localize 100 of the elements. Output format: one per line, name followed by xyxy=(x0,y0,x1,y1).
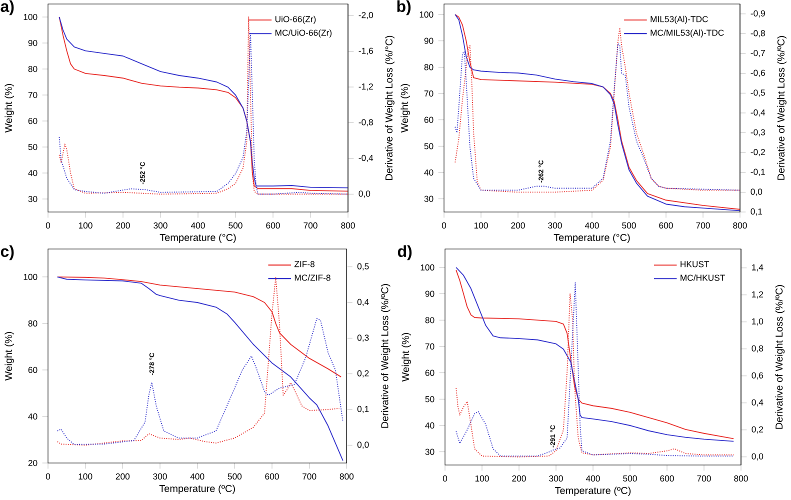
y2-tick-label: 0,6 xyxy=(752,372,764,380)
legend-label: MC/UiO-66(Zr) xyxy=(275,29,332,38)
x-axis-title: Temperature (ºC) xyxy=(159,484,235,494)
y2-tick-label: -2,0 xyxy=(358,12,373,20)
y-tick-label: 90 xyxy=(28,40,38,46)
y2-tick-label: -0,5 xyxy=(750,90,765,97)
legend-label: UiO-66(Zr) xyxy=(275,16,316,24)
y2-axis-title: Derivative of Weight Loss (%/ºC) xyxy=(777,36,786,180)
y2-tick-label: 0,0 xyxy=(750,188,762,196)
x-tick-label: 200 xyxy=(116,473,130,480)
y-tick-label: 20 xyxy=(28,460,38,466)
y-tick-label: 100 xyxy=(420,264,434,271)
y-tick-label: 80 xyxy=(425,317,434,324)
y-tick-label: 70 xyxy=(28,92,38,98)
legend-label: ZIF-8 xyxy=(294,261,315,268)
y-tick-label: 90 xyxy=(425,290,434,297)
x-tick-label: 100 xyxy=(474,222,488,229)
y-tick-label: 40 xyxy=(28,413,38,420)
legend-label: MC/HKUST xyxy=(680,274,725,281)
y-tick-label: 30 xyxy=(424,196,434,202)
x-axis-title: Temperature (ºC) xyxy=(555,486,631,496)
y-tick-label: 80 xyxy=(424,64,434,70)
x-tick-label: 500 xyxy=(228,222,242,229)
y2-axis-title: Derivative of Weight Loss (%/ºC) xyxy=(380,284,390,428)
y2-axis-title: Derivative of Weight Loss (%/ºC) xyxy=(775,285,785,429)
y2-tick-label: -0,8 xyxy=(750,30,765,38)
y-tick-label: 50 xyxy=(28,144,38,150)
y-axis-title: Weight (%) xyxy=(402,332,411,382)
x-tick-label: 500 xyxy=(228,473,242,480)
y-tick-label: 100 xyxy=(420,11,434,18)
y2-tick-label: 0,3 xyxy=(357,334,369,342)
x-tick-label: 700 xyxy=(696,222,710,229)
x-tick-label: 800 xyxy=(734,475,748,482)
y-tick-label: 70 xyxy=(424,90,434,97)
y-axis-title: Weight (%) xyxy=(4,84,14,133)
y2-tick-label: -1,2 xyxy=(358,83,373,91)
y2-tick-label: -1,6 xyxy=(358,48,373,55)
x-tick-label: 600 xyxy=(265,473,279,480)
x-tick-label: 600 xyxy=(660,475,674,482)
x-tick-label: 400 xyxy=(190,222,205,229)
x-tick-label: 100 xyxy=(78,473,92,480)
y2-tick-label: -0,4 xyxy=(750,109,766,117)
x-tick-label: 0 xyxy=(442,475,448,482)
y2-tick-label: -0,9 xyxy=(750,10,765,18)
y-tick-label: 50 xyxy=(424,143,434,150)
chart-title: c) xyxy=(0,245,14,260)
y-tick-label: 80 xyxy=(28,320,38,327)
x-tick-label: 300 xyxy=(548,222,562,229)
x-tick-label: 300 xyxy=(549,475,563,482)
y-tick-label: 90 xyxy=(424,38,434,44)
y-axis-title: Weight (%) xyxy=(4,332,14,381)
y2-tick-label: -0,3 xyxy=(750,129,765,136)
y2-tick-label: 0,5 xyxy=(357,263,369,270)
legend-label: MC/ZIF-8 xyxy=(294,274,330,281)
legend-label: MIL53(Al)-TDC xyxy=(650,16,708,24)
x-tick-label: 200 xyxy=(512,475,526,482)
y-tick-label: 60 xyxy=(425,370,434,376)
y-tick-label: 100 xyxy=(24,14,38,20)
x-tick-label: 700 xyxy=(304,222,318,229)
y2-tick-label: -0,2 xyxy=(750,149,765,156)
y-tick-label: 60 xyxy=(28,118,38,124)
y-tick-label: 80 xyxy=(28,66,38,72)
y2-tick-label: -0,7 xyxy=(750,50,765,58)
y-tick-label: 40 xyxy=(28,170,38,176)
y2-tick-label: -0,8 xyxy=(358,119,373,126)
x-tick-label: 100 xyxy=(475,475,489,482)
x-tick-label: 0 xyxy=(46,222,50,229)
y2-tick-label: 0,0 xyxy=(358,190,370,198)
y-tick-label: 60 xyxy=(28,366,38,374)
chart-title: d) xyxy=(398,245,412,260)
x-tick-label: 800 xyxy=(340,473,354,480)
x-tick-label: 100 xyxy=(78,222,92,229)
x-tick-label: 700 xyxy=(697,475,711,482)
x-tick-label: 600 xyxy=(659,222,673,229)
x-tick-label: 400 xyxy=(190,473,204,480)
y2-axis-title: Derivative of Weight Loss (%/°C) xyxy=(385,36,394,180)
y2-tick-label: 0,8 xyxy=(752,345,764,352)
y-tick-label: 30 xyxy=(28,196,38,202)
x-tick-label: 700 xyxy=(302,473,316,480)
y-axis-title: Weight (%) xyxy=(400,84,410,133)
y2-tick-label: 1,4 xyxy=(752,264,764,272)
y-tick-label: 40 xyxy=(425,422,434,429)
y2-tick-label: 0,2 xyxy=(752,426,764,434)
x-tick-label: 800 xyxy=(341,222,355,229)
x-tick-label: 0 xyxy=(46,473,50,480)
y2-tick-label: 0,0 xyxy=(752,453,764,460)
x-tick-label: 400 xyxy=(586,475,600,482)
legend-label: HKUST xyxy=(680,261,710,268)
y2-tick-label: -0,6 xyxy=(750,70,765,77)
legend-label: MC/MIL53(Al)-TDC xyxy=(650,29,724,38)
x-tick-label: 400 xyxy=(584,222,599,229)
x-tick-label: 500 xyxy=(622,222,636,229)
y-tick-label: 100 xyxy=(24,274,38,280)
y2-tick-label: -0,4 xyxy=(358,154,374,162)
y2-tick-label: 0,1 xyxy=(357,406,369,414)
x-tick-label: 300 xyxy=(153,473,167,480)
x-axis-title: Temperature (°C) xyxy=(554,234,630,244)
y2-tick-label: 0,1 xyxy=(750,208,762,216)
y2-tick-label: 0,4 xyxy=(357,298,369,306)
x-axis-title: Temperature (°C) xyxy=(160,234,236,244)
